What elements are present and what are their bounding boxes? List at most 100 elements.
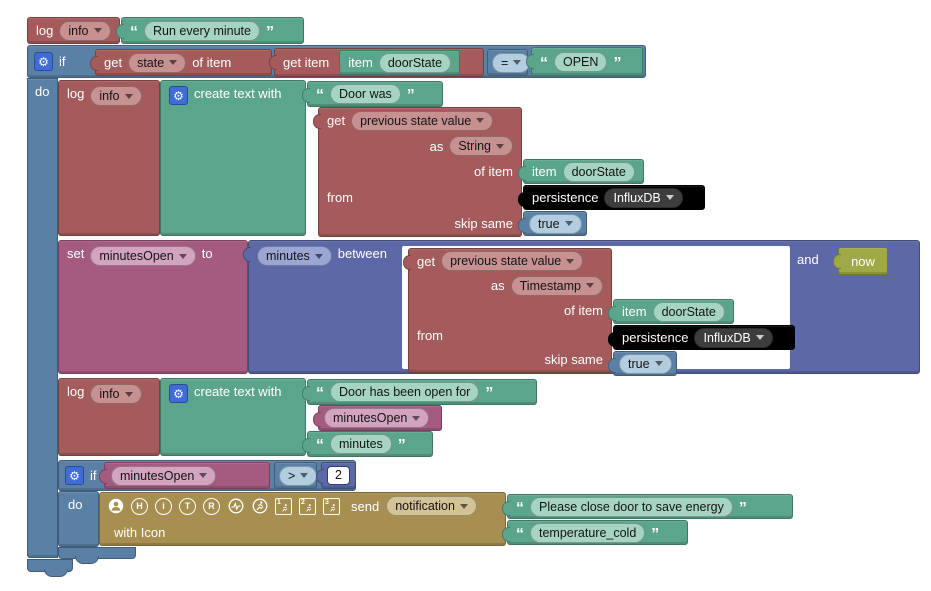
runner-icon[interactable] xyxy=(251,498,268,515)
as-type-dropdown[interactable]: String xyxy=(449,136,513,157)
variable-block[interactable]: minutesOpen xyxy=(313,405,442,431)
dropdown-arrow-icon xyxy=(513,60,522,65)
as-type-dropdown[interactable]: Timestamp xyxy=(510,275,603,296)
if-do-spine[interactable]: do xyxy=(58,491,99,547)
variable-block[interactable]: minutesOpen xyxy=(99,462,270,489)
if-block-bottom[interactable] xyxy=(27,559,73,577)
icon-letter: i xyxy=(162,501,165,511)
number-block[interactable]: 2 xyxy=(316,462,356,489)
letter-t-icon[interactable]: T xyxy=(179,497,196,515)
comparison-operator-block[interactable]: = xyxy=(487,49,531,76)
mutator-gear-icon[interactable] xyxy=(34,52,53,71)
item-block[interactable]: item doorState xyxy=(518,159,644,184)
get-item-block[interactable]: get item item doorState xyxy=(269,48,484,77)
get-state-block[interactable]: get state of item xyxy=(90,49,272,76)
of-item-row: of item xyxy=(319,159,521,185)
create-text-block[interactable]: create text with xyxy=(160,378,306,456)
persistence-dropdown[interactable]: InfluxDB xyxy=(604,187,683,208)
get-previous-state-block[interactable]: get previous state value as Timestamp of… xyxy=(403,248,612,373)
text-block[interactable]: “ Door has been open for ” xyxy=(302,379,537,405)
log-label: log xyxy=(67,86,85,101)
dropdown-arrow-icon xyxy=(300,473,309,478)
field-dropdown[interactable]: previous state value xyxy=(351,110,494,131)
text-field[interactable]: minutes xyxy=(330,434,392,454)
letter-i-icon[interactable]: i xyxy=(155,497,172,515)
log-level-dropdown[interactable]: info xyxy=(59,20,111,41)
persistence-block[interactable]: persistence InfluxDB xyxy=(608,325,795,350)
comparison-operator-block[interactable]: > xyxy=(274,462,318,489)
item-name-field[interactable]: doorState xyxy=(562,161,635,182)
if-do-spine[interactable]: do xyxy=(27,78,58,558)
variable-dropdown[interactable]: minutesOpen xyxy=(90,246,196,266)
puzzle-tab xyxy=(116,24,124,39)
item-name-field[interactable]: doorState xyxy=(652,301,725,322)
now-block[interactable]: now xyxy=(833,247,888,275)
text-block[interactable]: “ minutes ” xyxy=(302,431,433,457)
close-quote: ” xyxy=(397,437,406,454)
log-block[interactable]: log info xyxy=(27,17,120,44)
mutator-gear-icon[interactable] xyxy=(169,384,188,403)
send-notification-block[interactable]: H i T R 1 2 3 send not xyxy=(99,492,506,546)
log-level-value: info xyxy=(68,23,89,38)
operator-dropdown[interactable]: = xyxy=(492,52,531,73)
variable-dropdown[interactable]: minutesOpen xyxy=(111,465,217,486)
item-block[interactable]: item doorState xyxy=(608,299,734,324)
puzzle-tab xyxy=(403,255,411,270)
operator-dropdown[interactable]: > xyxy=(279,465,318,486)
text-block[interactable]: “ temperature_cold ” xyxy=(502,520,688,545)
notification-type-dropdown[interactable]: notification xyxy=(386,496,477,516)
set-variable-block[interactable]: set minutesOpen to xyxy=(58,240,248,374)
open-quote: “ xyxy=(516,525,524,543)
person-icon[interactable] xyxy=(107,498,124,515)
item-name-field[interactable]: doorState xyxy=(378,52,452,73)
open-quote: “ xyxy=(540,54,548,72)
text-field[interactable]: Run every minute xyxy=(144,20,260,41)
get-label: get xyxy=(417,253,436,269)
item-block[interactable]: item doorState xyxy=(339,50,461,75)
get-previous-state-block[interactable]: get previous state value as String of it… xyxy=(313,107,522,237)
letter-h-icon[interactable]: H xyxy=(131,497,148,515)
variable-dropdown[interactable]: minutesOpen xyxy=(324,408,430,428)
text-field[interactable]: OPEN xyxy=(554,51,608,72)
unit-dropdown[interactable]: minutes xyxy=(257,246,332,266)
runner-1-icon[interactable]: 1 xyxy=(275,497,292,515)
log-block[interactable]: log info xyxy=(58,378,160,456)
next-connection-notch xyxy=(44,569,68,577)
text-block[interactable]: “ Please close door to save energy ” xyxy=(502,494,793,519)
as-type-value: Timestamp xyxy=(519,278,581,293)
persistence-dropdown[interactable]: InfluxDB xyxy=(694,327,773,348)
boolean-block[interactable]: true xyxy=(608,351,677,376)
text-block[interactable]: “ Door was ” xyxy=(302,81,443,107)
text-field[interactable]: Door has been open for xyxy=(330,382,480,402)
runner-2-icon[interactable]: 2 xyxy=(299,497,316,515)
letter-r-icon[interactable]: R xyxy=(203,497,220,515)
item-name-value: doorState xyxy=(387,55,443,70)
get-label: get xyxy=(104,55,123,70)
log-block[interactable]: log info xyxy=(58,80,160,236)
text-field[interactable]: temperature_cold xyxy=(530,522,646,543)
state-dropdown[interactable]: state xyxy=(128,52,187,73)
boolean-block[interactable]: true xyxy=(518,211,587,236)
between-label: between xyxy=(337,246,387,261)
create-text-block[interactable]: create text with xyxy=(160,80,306,236)
field-dropdown[interactable]: previous state value xyxy=(441,251,584,272)
of-item-label: of item xyxy=(563,302,603,318)
runner-3-icon[interactable]: 3 xyxy=(323,497,340,515)
if-block-bottom[interactable] xyxy=(58,547,136,564)
dropdown-arrow-icon xyxy=(654,361,663,366)
number-field[interactable]: 2 xyxy=(327,466,350,485)
dropdown-arrow-icon xyxy=(199,473,208,478)
mutator-gear-icon[interactable] xyxy=(169,86,188,105)
log-level-dropdown[interactable]: info xyxy=(90,86,142,106)
log-level-dropdown[interactable]: info xyxy=(90,384,142,404)
log-label: log xyxy=(67,384,85,399)
pulse-icon[interactable] xyxy=(227,498,244,515)
persistence-block[interactable]: persistence InfluxDB xyxy=(518,185,705,210)
boolean-dropdown[interactable]: true xyxy=(529,213,582,234)
mutator-gear-icon[interactable] xyxy=(65,466,84,485)
text-field[interactable]: Please close door to save energy xyxy=(530,496,733,517)
boolean-dropdown[interactable]: true xyxy=(619,353,672,374)
text-field[interactable]: Door was xyxy=(330,84,401,104)
text-block[interactable]: “ Run every minute ” xyxy=(116,17,304,44)
text-block[interactable]: “ OPEN ” xyxy=(526,47,643,76)
